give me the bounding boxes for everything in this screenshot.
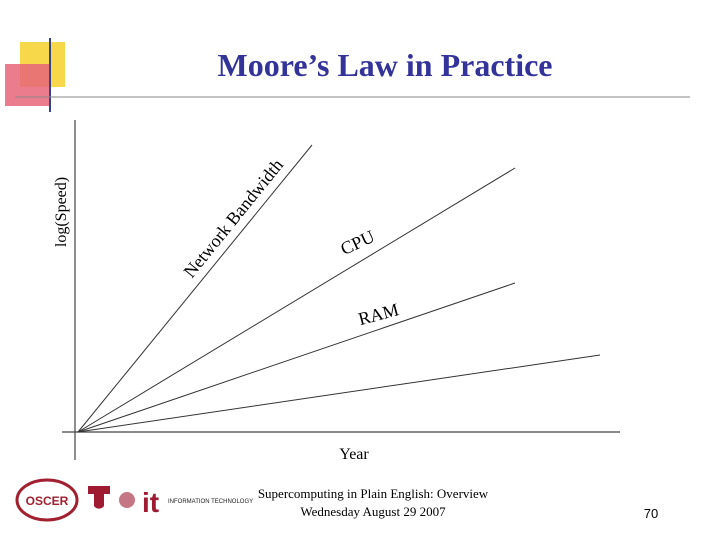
other-line xyxy=(77,354,601,433)
oscer-logo xyxy=(15,478,79,522)
cpu-line xyxy=(77,167,516,433)
footer-line: Wednesday August 29 2007 xyxy=(300,504,446,519)
ram-line xyxy=(77,282,516,433)
ou-logo xyxy=(88,486,110,509)
deco-red xyxy=(5,64,49,106)
oscer-text: OSCER xyxy=(26,494,69,508)
y-axis-label: log(Speed) xyxy=(53,177,70,247)
title: Moore’s Law in Practice xyxy=(218,47,553,83)
x-axis-label: Year xyxy=(339,446,369,463)
page-number: 70 xyxy=(644,506,658,521)
it-logo: it xyxy=(142,487,159,518)
it-caption: INFORMATION TECHNOLOGY xyxy=(168,499,253,505)
footer-line: Supercomputing in Plain English: Overvie… xyxy=(258,486,489,501)
network-label: Network Bandwidth xyxy=(179,155,287,281)
cpu-label: CPU xyxy=(337,226,377,259)
network-line xyxy=(77,144,313,433)
it-dot xyxy=(119,492,135,508)
